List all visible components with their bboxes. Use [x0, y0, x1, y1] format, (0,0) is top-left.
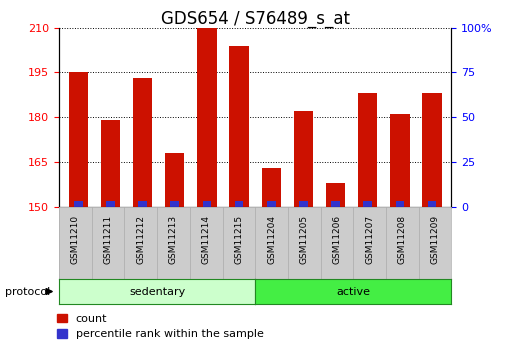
- Bar: [170, 201, 179, 207]
- Text: GSM11215: GSM11215: [234, 215, 243, 264]
- Bar: [396, 201, 404, 207]
- Bar: [139, 201, 147, 207]
- Text: sedentary: sedentary: [129, 287, 185, 296]
- Legend: count, percentile rank within the sample: count, percentile rank within the sample: [57, 314, 264, 339]
- Bar: [358, 93, 378, 207]
- Text: GSM11213: GSM11213: [169, 215, 178, 264]
- Bar: [101, 120, 120, 207]
- Text: GSM11210: GSM11210: [71, 215, 80, 264]
- Bar: [390, 114, 409, 207]
- Text: protocol: protocol: [5, 287, 50, 296]
- Text: GSM11204: GSM11204: [267, 215, 276, 264]
- Text: GSM11209: GSM11209: [430, 215, 440, 264]
- Bar: [198, 28, 216, 207]
- Bar: [364, 201, 372, 207]
- Bar: [133, 78, 152, 207]
- Text: GSM11214: GSM11214: [202, 215, 211, 264]
- Text: active: active: [337, 287, 370, 296]
- Text: GSM11211: GSM11211: [104, 215, 112, 264]
- Bar: [428, 201, 437, 207]
- Bar: [331, 201, 340, 207]
- Bar: [294, 111, 313, 207]
- Bar: [267, 201, 275, 207]
- Text: GSM11206: GSM11206: [332, 215, 342, 264]
- Bar: [203, 201, 211, 207]
- Bar: [74, 201, 83, 207]
- Text: GSM11212: GSM11212: [136, 215, 145, 264]
- Title: GDS654 / S76489_s_at: GDS654 / S76489_s_at: [161, 10, 350, 28]
- Bar: [262, 168, 281, 207]
- Bar: [423, 93, 442, 207]
- Bar: [165, 153, 185, 207]
- Bar: [106, 201, 115, 207]
- Text: GSM11208: GSM11208: [398, 215, 407, 264]
- Bar: [326, 183, 345, 207]
- Text: GSM11207: GSM11207: [365, 215, 374, 264]
- Bar: [229, 46, 249, 207]
- Bar: [69, 72, 88, 207]
- Bar: [299, 201, 308, 207]
- Text: GSM11205: GSM11205: [300, 215, 309, 264]
- Bar: [235, 201, 244, 207]
